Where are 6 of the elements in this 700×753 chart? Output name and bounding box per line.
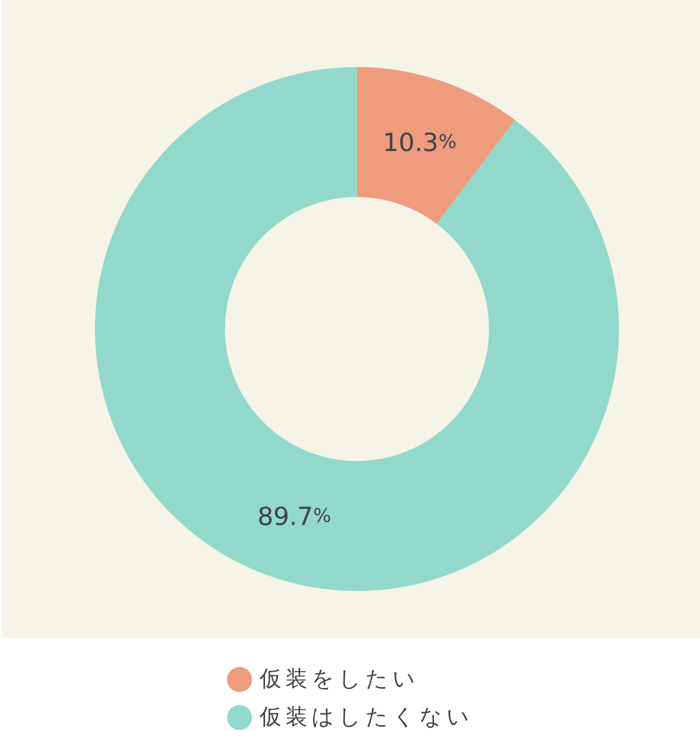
donut-slice bbox=[357, 67, 515, 224]
legend-label: 仮装はしたくない bbox=[260, 704, 474, 732]
donut-slice bbox=[95, 67, 619, 591]
data-label: 89.7% bbox=[257, 501, 332, 530]
data-label: 10.3% bbox=[382, 128, 457, 157]
legend-label: 仮装をしたい bbox=[260, 666, 420, 694]
